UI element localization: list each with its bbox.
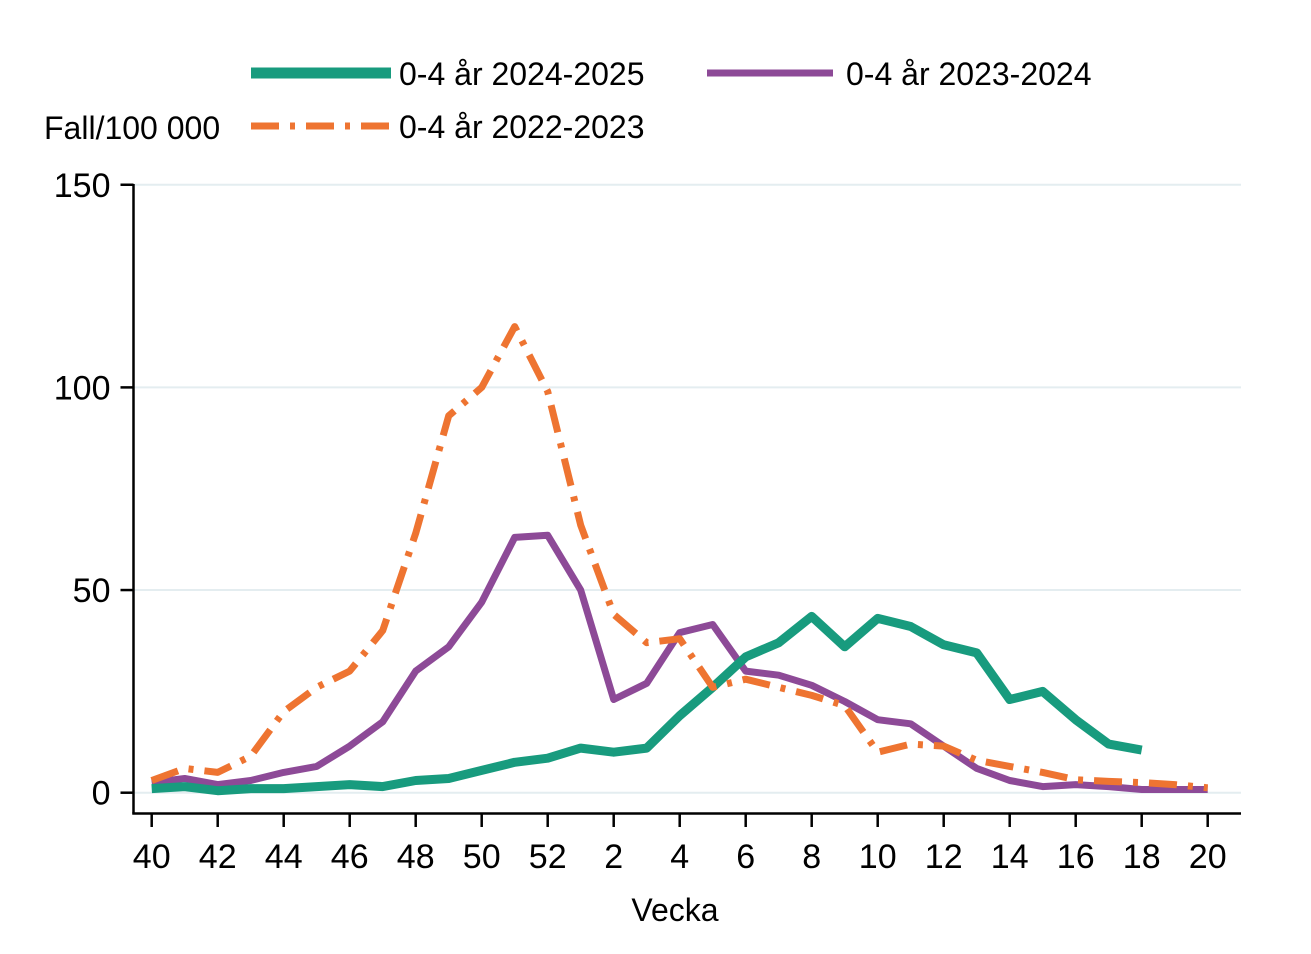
x-tick-label-44: 44 (265, 838, 303, 876)
y-tick-label-100: 100 (54, 369, 111, 407)
series-line-0-4-r-2022-2023 (150, 323, 1209, 792)
x-tick-label-42: 42 (199, 838, 237, 876)
x-tick-label-18: 18 (1123, 838, 1161, 876)
x-tick-label-48: 48 (397, 838, 435, 876)
x-tick-label-16: 16 (1057, 838, 1095, 876)
x-tick-label-40: 40 (133, 838, 171, 876)
x-tick-label-14: 14 (991, 838, 1029, 876)
y-axis-unit-label: Fall/100 000 (44, 110, 220, 146)
y-tick-label-150: 150 (54, 167, 111, 205)
x-tick-label-4: 4 (670, 838, 689, 876)
x-tick-label-8: 8 (802, 838, 821, 876)
legend-label-2024-2025: 0-4 år 2024-2025 (399, 56, 645, 92)
x-tick-label-6: 6 (736, 838, 755, 876)
legend-label-2023-2024: 0-4 år 2023-2024 (846, 56, 1092, 92)
y-tick-label-0: 0 (92, 775, 111, 813)
x-tick-label-50: 50 (463, 838, 501, 876)
x-tick-label-52: 52 (529, 838, 567, 876)
series-line-0-4-r-2024-2025 (151, 611, 1143, 796)
x-tick-label-2: 2 (604, 838, 623, 876)
x-tick-label-20: 20 (1189, 838, 1227, 876)
data-series (150, 323, 1209, 796)
series-line-0-4-r-2023-2024 (151, 531, 1208, 793)
x-tick-label-12: 12 (925, 838, 963, 876)
axes (120, 183, 1241, 827)
x-tick-label-10: 10 (859, 838, 897, 876)
x-tick-label-46: 46 (331, 838, 369, 876)
gridlines (133, 183, 1241, 794)
y-tick-label-50: 50 (73, 572, 111, 610)
legend-label-2022-2023: 0-4 år 2022-2023 (399, 109, 645, 145)
x-axis-title: Vecka (631, 892, 718, 928)
legend: 0-4 år 2024-2025 0-4 år 2023-2024 0-4 år… (251, 56, 1092, 145)
